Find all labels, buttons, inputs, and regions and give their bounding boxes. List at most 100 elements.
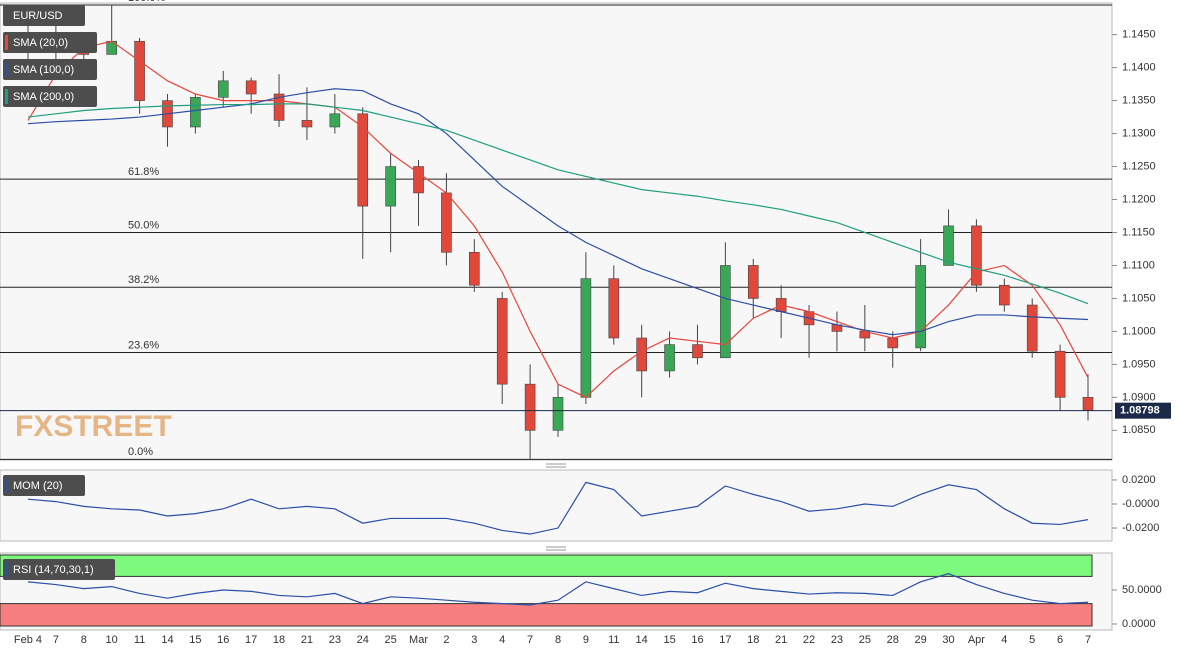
x-tick-label: 4 [499,634,505,646]
candle-body [245,80,257,95]
candle-body [496,298,508,385]
y-tick-label: -0.0200 [1122,522,1159,534]
candle-body [469,251,480,286]
layer: Feb 4 7 8 10 11 14 15 16 17 18 21 23 24 25 Mar 2 3 4 7 8 9 11… [0,0,1171,646]
candle-body [301,120,313,128]
candle-body [636,337,647,372]
legend-box [3,32,97,53]
legend-label: MOM (20) [13,480,63,492]
overbought-zone [0,554,1093,577]
series-line [27,40,1089,399]
candle-body [720,265,731,359]
fib-label: 0.0% [128,446,153,458]
x-tick-label: 16 [217,634,229,646]
x-tick-label: 22 [803,634,815,646]
legend-swatch [5,89,8,104]
x-tick-label: 16 [691,634,703,646]
candle-body [385,166,396,207]
candle-body [552,397,564,431]
fib-label: 38.2% [128,274,159,286]
y-tick-label: 50.0000 [1122,584,1162,596]
x-tick-label: 17 [719,634,731,646]
candle-body [999,284,1010,306]
candle-body [915,265,926,349]
legend-swatch [5,62,8,77]
legend-box [3,475,85,496]
legend-label: SMA (200,0) [13,91,74,103]
candle-body [943,225,954,266]
x-tick-label: 14 [161,634,173,646]
y-tick-label: 1.1150 [1122,226,1155,238]
candle-body [1082,397,1094,411]
candle-body [441,192,452,253]
x-tick-label: 25 [385,634,397,646]
candle-body [747,265,759,299]
candle-body [887,337,899,349]
fib-label: 50.0% [128,219,159,231]
series-line [27,88,1089,336]
x-tick-label: 11 [608,634,619,646]
legend-box [3,59,97,80]
x-tick-label: 10 [106,634,118,646]
x-tick-label: 15 [189,634,201,646]
legend: EUR/USD SMA (20,0) SMA (100,0) SMA (200,0) M… [3,5,115,580]
fib-label: 23.6% [128,339,159,351]
x-tick-label: 29 [915,634,927,646]
y-tick-label: 1.1100 [1122,259,1155,271]
series-line [27,481,1089,535]
y-tick-label: 1.1200 [1122,193,1156,205]
y-tick-label: 1.0950 [1122,358,1156,370]
panel-handles [546,463,566,551]
candle-body [217,80,229,98]
x-tick-label: 21 [301,634,313,646]
series-line [27,103,1089,305]
x-tick-label: 23 [329,634,341,646]
x-tick-label: 11 [134,634,145,646]
x-tick-label: 9 [583,634,589,646]
x-tick-label: 18 [273,634,285,646]
candle-body [664,344,675,372]
oversold-zone [0,603,1093,627]
candle-body [134,40,145,101]
candle-body [357,113,369,207]
x-tick-label: 14 [636,634,648,646]
legend-box [3,5,85,26]
y-tick-label: 1.1400 [1122,62,1156,74]
y-tick-label: 1.1250 [1122,160,1156,172]
candle-body [413,166,424,194]
candle-body [971,225,982,286]
x-tick-label: 28 [887,634,899,646]
candle-body [580,278,592,398]
x-tick-label: 30 [942,634,954,646]
y-tick-label: 1.0900 [1122,391,1156,403]
x-tick-label: 4 [1001,634,1007,646]
last-price-label: 1.08798 [1120,405,1160,417]
mom-panel [0,469,1113,542]
watermark: FXSTREET [15,410,172,443]
x-tick-label: 8 [81,634,87,646]
y-tick-label: 0.0200 [1122,474,1156,486]
x-tick-label: 3 [471,634,477,646]
legend-box [3,559,115,580]
y-tick-label: -0.0000 [1122,498,1159,510]
candle-body [329,113,341,128]
x-tick-label: 7 [1085,634,1091,646]
y-tick-label: 1.0850 [1122,424,1156,436]
main-panel [0,2,1113,461]
candle-body [524,383,536,431]
x-tick-label: Feb 4 [14,634,42,646]
legend-label: RSI (14,70,30,1) [13,564,94,576]
x-tick-label: 21 [775,634,787,646]
y-tick-label: 1.1050 [1122,292,1156,304]
legend-label: EUR/USD [13,10,63,22]
x-tick-label: 5 [1029,634,1035,646]
x-tick-label: 2 [443,634,449,646]
candle-body [1026,304,1038,352]
x-tick-label: 25 [859,634,871,646]
candle-body [1054,350,1066,398]
x-tick-label: 17 [245,634,257,646]
legend-swatch [5,35,8,50]
candle-body [608,278,620,339]
x-tick-label: 6 [1057,634,1063,646]
candle-body [190,97,201,128]
